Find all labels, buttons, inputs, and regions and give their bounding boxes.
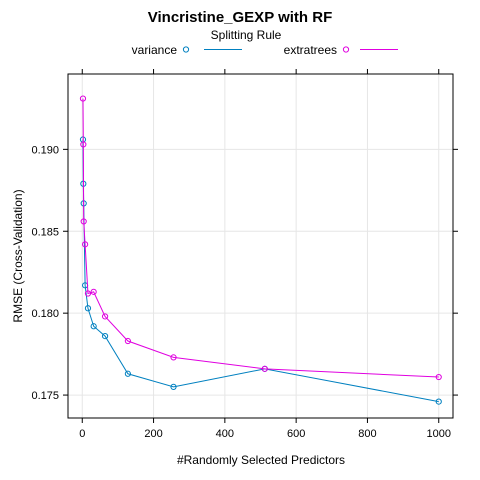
- data-point-extratrees: [124, 337, 131, 345]
- data-point-extratrees: [80, 218, 87, 225]
- plot-frame: [67, 73, 454, 419]
- data-point-extratrees: [80, 141, 87, 148]
- y-tick-label: 0.185: [31, 226, 59, 238]
- legend-marker-variance: [182, 46, 190, 53]
- data-point-variance: [170, 383, 177, 390]
- data-point-extratrees: [79, 95, 87, 102]
- y-tick-label: 0.175: [31, 390, 59, 402]
- data-point-extratrees: [101, 313, 109, 320]
- data-point-extratrees: [84, 290, 92, 297]
- y-axis-label: RMSE (Cross-Validation): [11, 189, 25, 322]
- series-group: [79, 95, 442, 405]
- x-tick-label: 0: [79, 428, 85, 440]
- x-tick-label: 800: [358, 428, 376, 440]
- data-point-extratrees: [435, 373, 442, 381]
- legend: variance extratrees: [132, 43, 398, 57]
- data-point-extratrees: [170, 354, 177, 361]
- legend-label-extratrees: extratrees: [284, 43, 337, 57]
- x-tick-label: 400: [216, 428, 234, 440]
- series-line-variance: [82, 139, 439, 403]
- chart-title: Vincristine_GEXP with RF: [148, 9, 333, 26]
- data-point-variance: [90, 323, 97, 330]
- x-axis-label: #Randomly Selected Predictors: [177, 453, 345, 467]
- data-point-variance: [435, 398, 442, 405]
- data-point-extratrees: [90, 288, 97, 295]
- legend-label-variance: variance: [132, 43, 178, 57]
- legend-title: Splitting Rule: [211, 28, 282, 42]
- y-tick-label: 0.190: [31, 144, 59, 156]
- data-point-extratrees: [261, 365, 268, 372]
- data-point-variance: [84, 305, 92, 312]
- grid: [68, 74, 453, 418]
- series-line-extratrees: [82, 98, 439, 378]
- data-point-extratrees: [82, 241, 89, 248]
- data-point-variance: [101, 332, 109, 340]
- x-tick-label: 1000: [426, 428, 450, 440]
- x-tick-label: 600: [287, 428, 305, 440]
- data-point-variance: [124, 370, 131, 377]
- axis-ticks: 0 200 400 600 800 1000 0.175 0.180 0.185 0.190: [31, 69, 458, 440]
- legend-marker-extratrees: [342, 46, 350, 53]
- x-tick-label: 200: [144, 428, 162, 440]
- y-tick-label: 0.180: [31, 308, 59, 320]
